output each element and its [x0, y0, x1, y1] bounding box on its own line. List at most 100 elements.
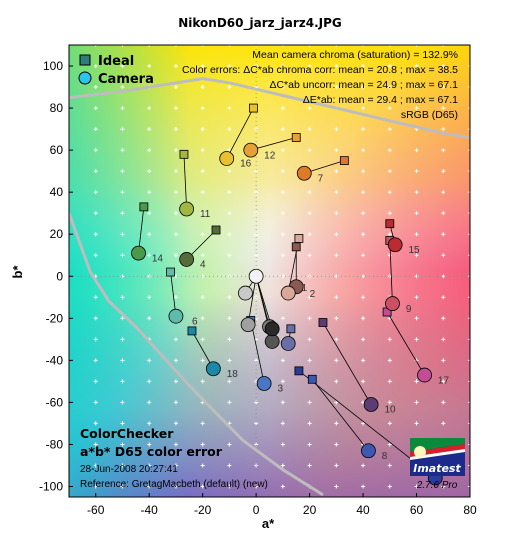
- grid-plus-mark: [280, 169, 285, 174]
- grid-plus-mark: [441, 358, 446, 363]
- grid-plus-mark: [468, 148, 470, 153]
- grid-plus-mark: [334, 295, 339, 300]
- grid-plus-mark: [200, 211, 205, 216]
- grid-plus-mark: [227, 442, 232, 447]
- grid-plus-mark: [147, 45, 152, 47]
- grid-plus-mark: [334, 421, 339, 426]
- grid-plus-mark: [414, 316, 419, 321]
- grid-plus-mark: [147, 400, 152, 405]
- y-tick-label: 40: [50, 185, 64, 199]
- grid-plus-mark: [173, 295, 178, 300]
- grid-plus-mark: [200, 421, 205, 426]
- grid-plus-mark: [227, 64, 232, 69]
- info-colorspace: sRGB (D65): [401, 109, 458, 121]
- grid-plus-mark: [468, 400, 470, 405]
- srgb-gamut-boundary: [69, 77, 470, 497]
- grid-plus-mark: [93, 421, 98, 426]
- grid-plus-mark: [120, 463, 125, 468]
- grid-plus-mark: [147, 421, 152, 426]
- grid-plus-mark: [227, 190, 232, 195]
- grid-plus-mark: [280, 127, 285, 132]
- grid-plus-mark: [280, 316, 285, 321]
- camera-point-10: [363, 397, 379, 412]
- grid-plus-mark: [120, 106, 125, 111]
- grid-plus-mark: [361, 106, 366, 111]
- grid-plus-mark: [307, 45, 312, 47]
- grid-plus-mark: [441, 148, 446, 153]
- legend-camera-label: Camera: [98, 72, 154, 87]
- legend-ideal-swatch: [79, 54, 91, 66]
- grid-plus-mark: [387, 106, 392, 111]
- grid-plus-mark: [227, 463, 232, 468]
- grid-plus-mark: [120, 337, 125, 342]
- grid-plus-mark: [173, 337, 178, 342]
- grid-plus-mark: [93, 463, 98, 468]
- grid-plus-mark: [468, 379, 470, 384]
- grid-plus-mark: [387, 463, 392, 468]
- grid-plus-mark: [334, 316, 339, 321]
- ideal-point-18: [187, 326, 197, 336]
- grid-plus-mark: [414, 400, 419, 405]
- plot-background: [69, 45, 470, 497]
- legend-ideal-label: Ideal: [98, 54, 134, 69]
- grid-plus-mark: [441, 295, 446, 300]
- grid-plus-mark: [120, 358, 125, 363]
- grid-plus-mark: [468, 169, 470, 174]
- x-tick-label: 0: [253, 503, 260, 517]
- grid-plus-mark: [147, 232, 152, 237]
- y-tick-label: -100: [39, 479, 63, 493]
- grid-plus-mark: [361, 253, 366, 258]
- grid-plus-mark: [387, 253, 392, 258]
- grid-plus-mark: [147, 211, 152, 216]
- grid-plus-mark: [441, 64, 446, 69]
- grid-plus-mark: [93, 316, 98, 321]
- grid-plus-mark: [93, 484, 98, 489]
- grid-plus-mark: [280, 400, 285, 405]
- grid-plus-mark: [441, 379, 446, 384]
- grid-plus-mark: [307, 106, 312, 111]
- grid-plus-mark: [147, 484, 152, 489]
- ideal-point-4: [211, 225, 221, 235]
- chart-title: NikonD60_jarz_jarz4.JPG: [178, 16, 342, 31]
- grid-plus-mark: [280, 232, 285, 237]
- info-panel: Mean camera chroma (saturation) = 132.9%…: [182, 49, 458, 121]
- y-tick-label: 80: [50, 101, 64, 115]
- grid-plus-mark: [200, 463, 205, 468]
- grid-plus-mark: [387, 232, 392, 237]
- y-tick-label: 20: [50, 227, 64, 241]
- legend: Ideal Camera: [78, 54, 154, 87]
- grid-plus-mark: [173, 148, 178, 153]
- grid-plus-mark: [441, 484, 446, 489]
- x-axis-label: a*: [262, 516, 275, 531]
- grid-plus-mark: [361, 421, 366, 426]
- grid-plus-mark: [361, 358, 366, 363]
- grid-plus-mark: [468, 442, 470, 447]
- grid-plus-mark: [334, 358, 339, 363]
- grid-plus-mark: [387, 45, 392, 47]
- grid-plus-mark: [93, 400, 98, 405]
- camera-point-16: [219, 151, 235, 166]
- error-line-9: [389, 240, 393, 304]
- patch-label-11: 11: [200, 209, 211, 220]
- grid-plus-mark: [227, 484, 232, 489]
- grid-plus-mark: [147, 169, 152, 174]
- grid-plus-mark: [120, 45, 125, 47]
- grid-plus-mark: [120, 148, 125, 153]
- camera-point-4: [179, 252, 195, 267]
- grid-plus-mark: [334, 400, 339, 405]
- grid-plus-mark: [334, 379, 339, 384]
- grid-plus-mark: [254, 421, 259, 426]
- grid-plus-mark: [334, 337, 339, 342]
- grid-plus-mark: [147, 106, 152, 111]
- grid-plus-mark: [200, 295, 205, 300]
- grid-plus-mark: [200, 316, 205, 321]
- grid-plus-mark: [93, 442, 98, 447]
- grid-plus-mark: [468, 64, 470, 69]
- grid-plus-mark: [147, 295, 152, 300]
- chart-caption: ColorChecker a*b* D65 color error 28-Jun…: [80, 426, 268, 490]
- y-tick-label: -80: [46, 437, 64, 451]
- imatest-logo: Imatest: [410, 438, 465, 476]
- grid-plus-mark: [361, 85, 366, 90]
- grid-plus-mark: [334, 484, 339, 489]
- ideal-point-5: [286, 324, 296, 334]
